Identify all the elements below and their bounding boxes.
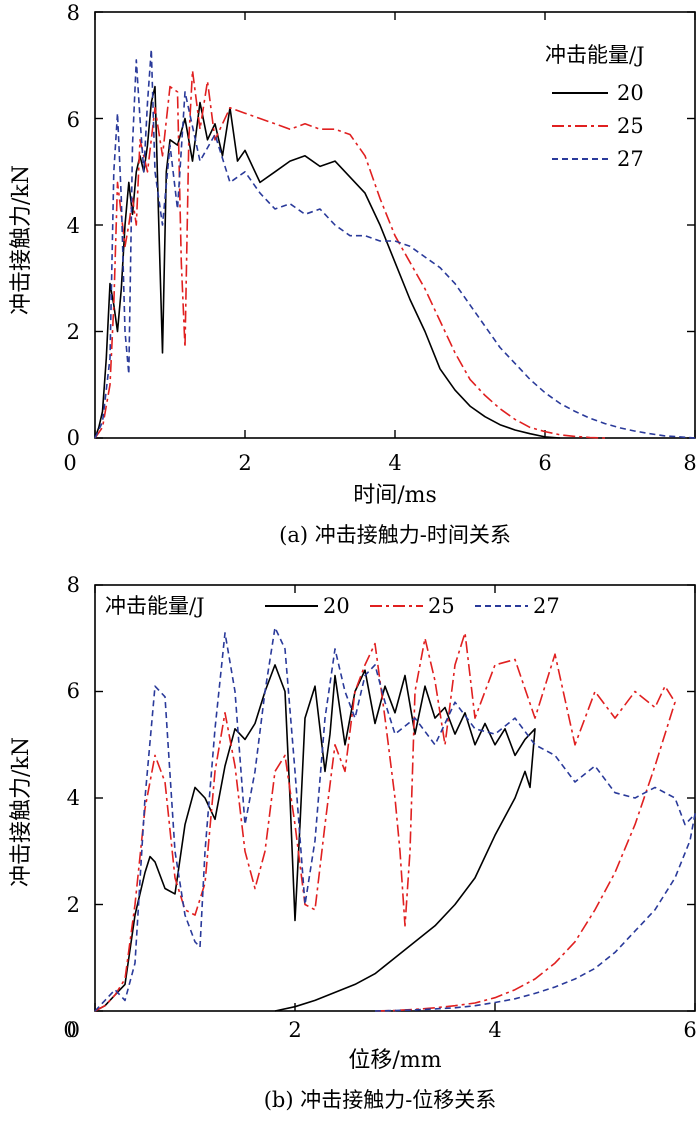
xtick-label-a-2: 2 [238, 451, 251, 475]
x-axis-label-a: 时间/ms [353, 483, 437, 508]
ticks-a [94, 11, 696, 439]
legend-label-b-20: 20 [323, 594, 350, 618]
series-line-a-25 [94, 69, 606, 439]
plot-frame-a [94, 11, 696, 439]
xtick-label-a-8: 8 [683, 451, 696, 475]
series-line-a-20 [94, 85, 561, 439]
ytick-label-a-6: 6 [67, 108, 80, 132]
xtick-label-b-2: 2 [288, 1018, 301, 1042]
ytick-label-a-0: 0 [67, 426, 80, 450]
ytick-label-b-6: 6 [67, 679, 80, 703]
series-line-b-25 [94, 632, 676, 1012]
caption-b: (b) 冲击接触力-位移关系 [264, 1088, 497, 1112]
series-line-b-20 [94, 664, 536, 1012]
legend-label-a-25: 25 [617, 114, 644, 138]
plot-frame-b [94, 584, 696, 1012]
ytick-label-b-0: 0 [67, 1018, 80, 1042]
chart-displacement: 0 2 4 6 8 0 2 4 6 位移/mm 冲击接触力/kN (b) 冲击接… [9, 573, 697, 1112]
ytick-label-b-8: 8 [67, 573, 80, 597]
legend-title-b: 冲击能量/J [105, 594, 205, 618]
ytick-label-a-4: 4 [67, 214, 80, 238]
legend-label-b-25: 25 [428, 594, 455, 618]
ticks-b [94, 584, 696, 1012]
ytick-label-b-4: 4 [67, 786, 80, 810]
legend-a: 冲击能量/J 20 25 27 [545, 43, 645, 171]
legend-label-b-27: 27 [533, 594, 560, 618]
caption-a: (a) 冲击接触力-时间关系 [279, 523, 511, 547]
xtick-label-b-4: 4 [488, 1018, 501, 1042]
x-axis-label-b: 位移/mm [348, 1048, 441, 1073]
legend-title-a: 冲击能量/J [545, 43, 645, 67]
ytick-label-a-2: 2 [67, 320, 80, 344]
chart-time: 0 2 4 6 8 0 2 4 6 8 时间/ms 冲击接触力/kN (a) 冲… [9, 1, 697, 547]
y-axis-label-b: 冲击接触力/kN [9, 737, 34, 887]
xtick-label-b-6: 6 [683, 1018, 696, 1042]
ytick-label-a-8: 8 [67, 1, 80, 25]
series-group-b [94, 626, 696, 1012]
xtick-label-a-4: 4 [388, 451, 401, 475]
legend-label-a-27: 27 [617, 147, 644, 171]
legend-label-a-20: 20 [617, 81, 644, 105]
xtick-label-a-6: 6 [538, 451, 551, 475]
legend-b: 冲击能量/J 20 25 27 [105, 594, 560, 618]
series-line-b-27 [94, 626, 696, 1012]
series-line-a-27 [94, 48, 696, 439]
xtick-label-a-0: 0 [63, 451, 76, 475]
series-group-a [94, 48, 696, 439]
ytick-label-b-2: 2 [67, 893, 80, 917]
xtick-label-b-0: 0 [63, 1018, 76, 1042]
y-axis-label-a: 冲击接触力/kN [9, 165, 34, 315]
